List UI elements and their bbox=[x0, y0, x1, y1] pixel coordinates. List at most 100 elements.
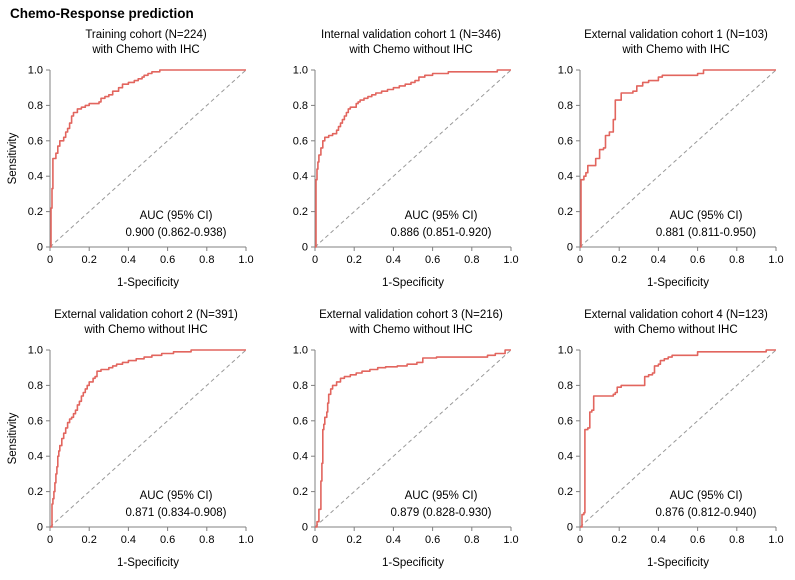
svg-text:0.4: 0.4 bbox=[386, 534, 401, 546]
svg-text:1-Specificity: 1-Specificity bbox=[117, 557, 179, 569]
auc-annotation: AUC (95% CI) 0.876 (0.812-0.940) bbox=[626, 488, 786, 522]
roc-panel-internal-validation-1: Internal validation cohort 1 (N=346) wit… bbox=[265, 24, 530, 296]
svg-text:0: 0 bbox=[577, 254, 583, 266]
svg-text:1.0: 1.0 bbox=[503, 254, 518, 266]
svg-text:0: 0 bbox=[302, 241, 308, 253]
roc-plot: 00 0.2 0.2 0.4 0.4 0.6 0.6 0.8 0.8 1.0 1.0 1-Specif… bbox=[293, 344, 519, 569]
roc-plot: 00 0.2 0.2 0.4 0.4 0.6 0.6 0.8 0.8 1.0 1.0 1-Specif… bbox=[7, 64, 254, 289]
panel-title: External validation cohort 1 (N=103) wit… bbox=[574, 28, 778, 58]
svg-text:0.8: 0.8 bbox=[293, 380, 308, 392]
svg-text:0.8: 0.8 bbox=[729, 254, 744, 266]
svg-text:0.8: 0.8 bbox=[199, 254, 214, 266]
panel-title-line2: with Chemo without IHC bbox=[84, 323, 208, 336]
svg-text:0.8: 0.8 bbox=[558, 380, 573, 392]
panel-title-line2: with Chemo with IHC bbox=[622, 43, 730, 56]
auc-value: 0.879 (0.828-0.930) bbox=[390, 506, 492, 519]
svg-text:1.0: 1.0 bbox=[293, 64, 308, 76]
plot-area: 0 0 0.2 0.2 0.4 0.4 0.6 0.6 0.8 0.8 1.0 1.0 1-Specif… bbox=[269, 344, 521, 576]
svg-text:0.2: 0.2 bbox=[293, 206, 308, 218]
svg-text:0: 0 bbox=[567, 241, 573, 253]
panel-title-line1: Training cohort (N=224) bbox=[85, 29, 207, 41]
auc-label: AUC (95% CI) bbox=[404, 209, 478, 222]
svg-text:0.6: 0.6 bbox=[425, 254, 440, 266]
panel-title-line1: Internal validation cohort 1 (N=346) bbox=[321, 29, 501, 41]
panel-title-line2: with Chemo without IHC bbox=[614, 323, 738, 336]
auc-value: 0.876 (0.812-0.940) bbox=[655, 506, 757, 519]
panel-title: External validation cohort 3 (N=216) wit… bbox=[309, 308, 513, 338]
svg-text:0.8: 0.8 bbox=[464, 534, 479, 546]
auc-annotation: AUC (95% CI) 0.886 (0.851-0.920) bbox=[361, 208, 521, 242]
svg-text:1.0: 1.0 bbox=[293, 344, 308, 356]
auc-annotation: AUC (95% CI) 0.881 (0.811-0.950) bbox=[626, 208, 786, 242]
svg-text:1.0: 1.0 bbox=[768, 254, 783, 266]
panel-title-line2: with Chemo with IHC bbox=[92, 43, 200, 56]
svg-text:0.6: 0.6 bbox=[558, 135, 573, 147]
svg-text:0: 0 bbox=[47, 534, 53, 546]
svg-text:1-Specificity: 1-Specificity bbox=[382, 557, 444, 569]
svg-text:Sensitivity: Sensitivity bbox=[7, 412, 19, 464]
svg-text:0.6: 0.6 bbox=[293, 415, 308, 427]
svg-text:1.0: 1.0 bbox=[558, 64, 573, 76]
svg-text:0.4: 0.4 bbox=[28, 171, 43, 183]
plot-area: 0 0 0.2 0.2 0.4 0.4 0.6 0.6 0.8 0.8 1.0 1.0 1-Specif… bbox=[4, 344, 256, 576]
svg-text:0.6: 0.6 bbox=[28, 135, 43, 147]
auc-label: AUC (95% CI) bbox=[404, 489, 478, 502]
svg-text:0.2: 0.2 bbox=[347, 534, 362, 546]
svg-text:0.8: 0.8 bbox=[729, 534, 744, 546]
svg-text:0: 0 bbox=[312, 254, 318, 266]
svg-text:0.6: 0.6 bbox=[160, 534, 175, 546]
svg-text:1.0: 1.0 bbox=[28, 64, 43, 76]
plot-area: 0 0 0.2 0.2 0.4 0.4 0.6 0.6 0.8 0.8 1.0 1.0 1-Specif… bbox=[534, 344, 786, 576]
svg-text:0.4: 0.4 bbox=[651, 254, 666, 266]
roc-panel-external-validation-2: External validation cohort 2 (N=391) wit… bbox=[0, 304, 265, 576]
auc-label: AUC (95% CI) bbox=[139, 209, 213, 222]
svg-text:0.4: 0.4 bbox=[386, 254, 401, 266]
svg-text:1.0: 1.0 bbox=[503, 534, 518, 546]
svg-text:0.8: 0.8 bbox=[464, 254, 479, 266]
svg-text:0.6: 0.6 bbox=[558, 415, 573, 427]
auc-annotation: AUC (95% CI) 0.871 (0.834-0.908) bbox=[96, 488, 256, 522]
roc-panel-training: Training cohort (N=224) with Chemo with … bbox=[0, 24, 265, 296]
auc-value: 0.900 (0.862-0.938) bbox=[125, 226, 227, 239]
roc-panel-external-validation-4: External validation cohort 4 (N=123) wit… bbox=[530, 304, 795, 576]
svg-text:0.2: 0.2 bbox=[612, 254, 627, 266]
plot-area: 0 0 0.2 0.2 0.4 0.4 0.6 0.6 0.8 0.8 1.0 1.0 1-Specif… bbox=[534, 64, 786, 296]
svg-text:0.2: 0.2 bbox=[558, 206, 573, 218]
svg-text:0: 0 bbox=[312, 534, 318, 546]
roc-plot: 00 0.2 0.2 0.4 0.4 0.6 0.6 0.8 0.8 1.0 1.0 1-Specif… bbox=[558, 344, 784, 569]
svg-text:0.6: 0.6 bbox=[28, 415, 43, 427]
svg-text:0.4: 0.4 bbox=[293, 171, 308, 183]
svg-text:0.4: 0.4 bbox=[651, 534, 666, 546]
svg-text:0.8: 0.8 bbox=[28, 100, 43, 112]
svg-text:1-Specificity: 1-Specificity bbox=[647, 277, 709, 289]
page-title: Chemo-Response prediction bbox=[10, 6, 194, 21]
svg-text:0.8: 0.8 bbox=[293, 100, 308, 112]
svg-text:0.2: 0.2 bbox=[82, 254, 97, 266]
roc-panel-external-validation-3: External validation cohort 3 (N=216) wit… bbox=[265, 304, 530, 576]
roc-plot: 00 0.2 0.2 0.4 0.4 0.6 0.6 0.8 0.8 1.0 1.0 1-Specif… bbox=[558, 64, 784, 289]
svg-text:1.0: 1.0 bbox=[28, 344, 43, 356]
panel-title-line2: with Chemo without IHC bbox=[349, 323, 473, 336]
svg-text:0.4: 0.4 bbox=[121, 254, 136, 266]
plot-area: 0 0 0.2 0.2 0.4 0.4 0.6 0.6 0.8 0.8 1.0 1.0 1-Specif… bbox=[269, 64, 521, 296]
svg-text:1-Specificity: 1-Specificity bbox=[647, 557, 709, 569]
panel-title-line1: External validation cohort 2 (N=391) bbox=[54, 308, 238, 321]
svg-text:1.0: 1.0 bbox=[558, 344, 573, 356]
svg-text:0.4: 0.4 bbox=[558, 171, 573, 183]
svg-text:0.4: 0.4 bbox=[28, 450, 43, 462]
roc-plot: 00 0.2 0.2 0.4 0.4 0.6 0.6 0.8 0.8 1.0 1.0 1-Specif… bbox=[293, 64, 519, 289]
svg-text:0.8: 0.8 bbox=[28, 380, 43, 392]
svg-text:0.4: 0.4 bbox=[558, 450, 573, 462]
svg-text:0.2: 0.2 bbox=[28, 206, 43, 218]
roc-panel-external-validation-1: External validation cohort 1 (N=103) wit… bbox=[530, 24, 795, 296]
panel-title: External validation cohort 4 (N=123) wit… bbox=[574, 308, 778, 338]
svg-text:0.2: 0.2 bbox=[347, 254, 362, 266]
svg-text:0.6: 0.6 bbox=[690, 534, 705, 546]
panel-title: Training cohort (N=224) with Chemo with … bbox=[44, 28, 248, 58]
svg-text:1-Specificity: 1-Specificity bbox=[382, 277, 444, 289]
svg-text:0.6: 0.6 bbox=[160, 254, 175, 266]
panel-title-line1: External validation cohort 3 (N=216) bbox=[319, 308, 503, 321]
svg-text:0.2: 0.2 bbox=[293, 486, 308, 498]
svg-text:0.8: 0.8 bbox=[199, 534, 214, 546]
svg-text:0.2: 0.2 bbox=[612, 534, 627, 546]
